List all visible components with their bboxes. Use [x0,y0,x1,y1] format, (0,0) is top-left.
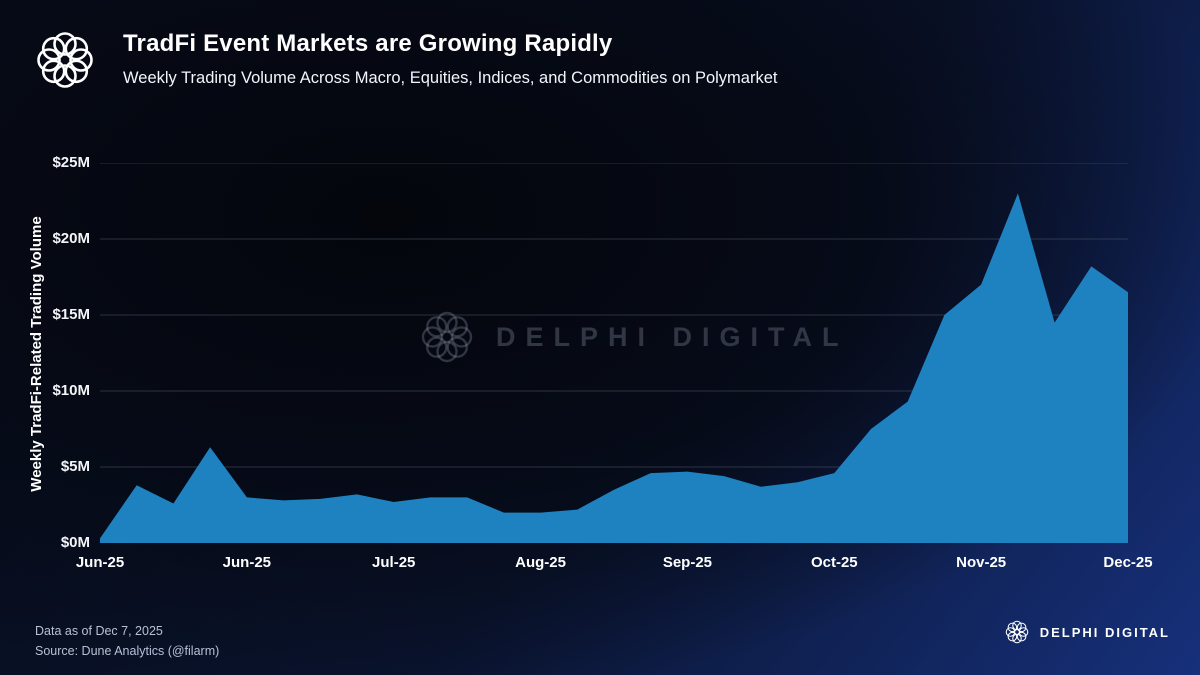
plot-area [100,163,1128,543]
y-tick-label: $5M [60,458,90,475]
y-axis-ticks: $0M $5M $10M $15M $20M $25M [0,154,90,551]
x-tick-label: Jul-25 [372,554,416,571]
x-tick-label: Jun-25 [222,554,272,571]
y-tick-label: $10M [52,382,90,399]
x-axis-ticks: Jun-25 Jun-25 Jul-25 Aug-25 Sep-25 Oct-25 Nov-… [76,554,1153,580]
footer-brand: DELPHI DIGITAL [1004,619,1170,645]
area-chart [100,163,1128,543]
page-title: TradFi Event Markets are Growing Rapidly [123,30,613,57]
y-tick-label: $25M [52,154,90,171]
footer-notes: Data as of Dec 7, 2025 Source: Dune Anal… [35,621,219,661]
delphi-logo-icon [33,28,97,92]
brand-text: DELPHI DIGITAL [1039,624,1170,640]
delphi-logo-small-icon [1004,619,1030,645]
x-tick-label: Nov-25 [956,554,1007,571]
x-tick-label: Dec-25 [1103,554,1153,571]
y-tick-label: $0M [60,534,90,551]
y-tick-label: $15M [52,306,90,323]
y-tick-label: $20M [52,230,90,247]
x-tick-label: Aug-25 [515,554,566,571]
x-tick-label: Oct-25 [810,554,858,571]
x-tick-label: Sep-25 [662,554,713,571]
source-note: Source: Dune Analytics (@filarm) [35,644,220,658]
header: TradFi Event Markets are Growing Rapidly… [33,28,777,92]
data-as-of-note: Data as of Dec 7, 2025 [35,624,163,638]
x-tick-label: Jun-25 [75,554,125,571]
page-subtitle: Weekly Trading Volume Across Macro, Equi… [123,69,778,87]
area-series [100,193,1128,543]
header-titles: TradFi Event Markets are Growing Rapidly… [123,28,777,88]
